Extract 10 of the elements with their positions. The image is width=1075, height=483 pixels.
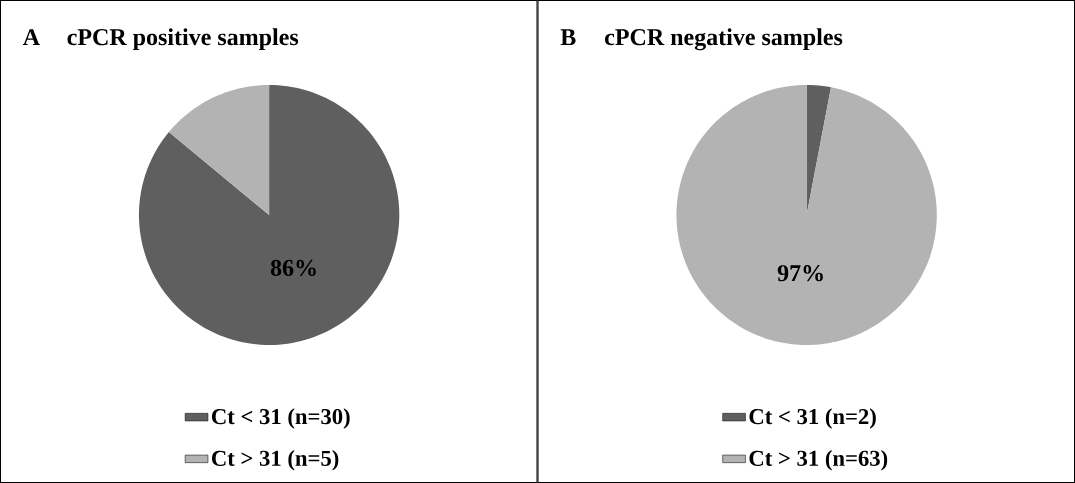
data-label: 97%	[777, 265, 823, 282]
text: A	[22, 29, 40, 45]
legend-label: Ct < 31 (n=2)	[749, 408, 876, 429]
legend-label: Ct > 31 (n=63)	[749, 450, 888, 471]
legend-label: Ct < 31 (n=30)	[211, 408, 350, 429]
legend-label: Ct > 31 (n=5)	[211, 450, 339, 471]
chart-title: cPCR positive samples	[67, 28, 299, 51]
text: B	[560, 29, 576, 46]
chart-title: cPCR negative samples	[605, 28, 843, 51]
data-label: 86%	[270, 259, 316, 277]
